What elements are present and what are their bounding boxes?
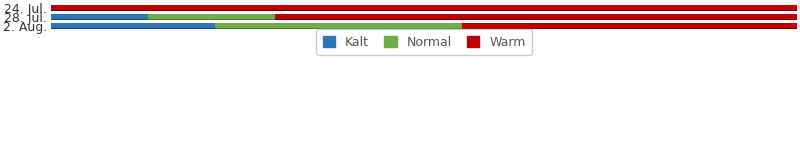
Bar [275, 19, 798, 20]
Bar [51, 28, 215, 29]
Bar [51, 19, 148, 20]
Bar [51, 5, 798, 11]
Bar [462, 28, 798, 29]
Bar [51, 14, 148, 20]
Bar [148, 14, 275, 20]
Bar [51, 10, 798, 11]
Bar [215, 23, 462, 29]
Bar [462, 23, 798, 29]
Bar [215, 28, 462, 29]
Bar [51, 23, 215, 29]
Legend: Kalt, Normal, Warm: Kalt, Normal, Warm [316, 29, 532, 55]
Bar [148, 19, 275, 20]
Bar [275, 14, 798, 20]
